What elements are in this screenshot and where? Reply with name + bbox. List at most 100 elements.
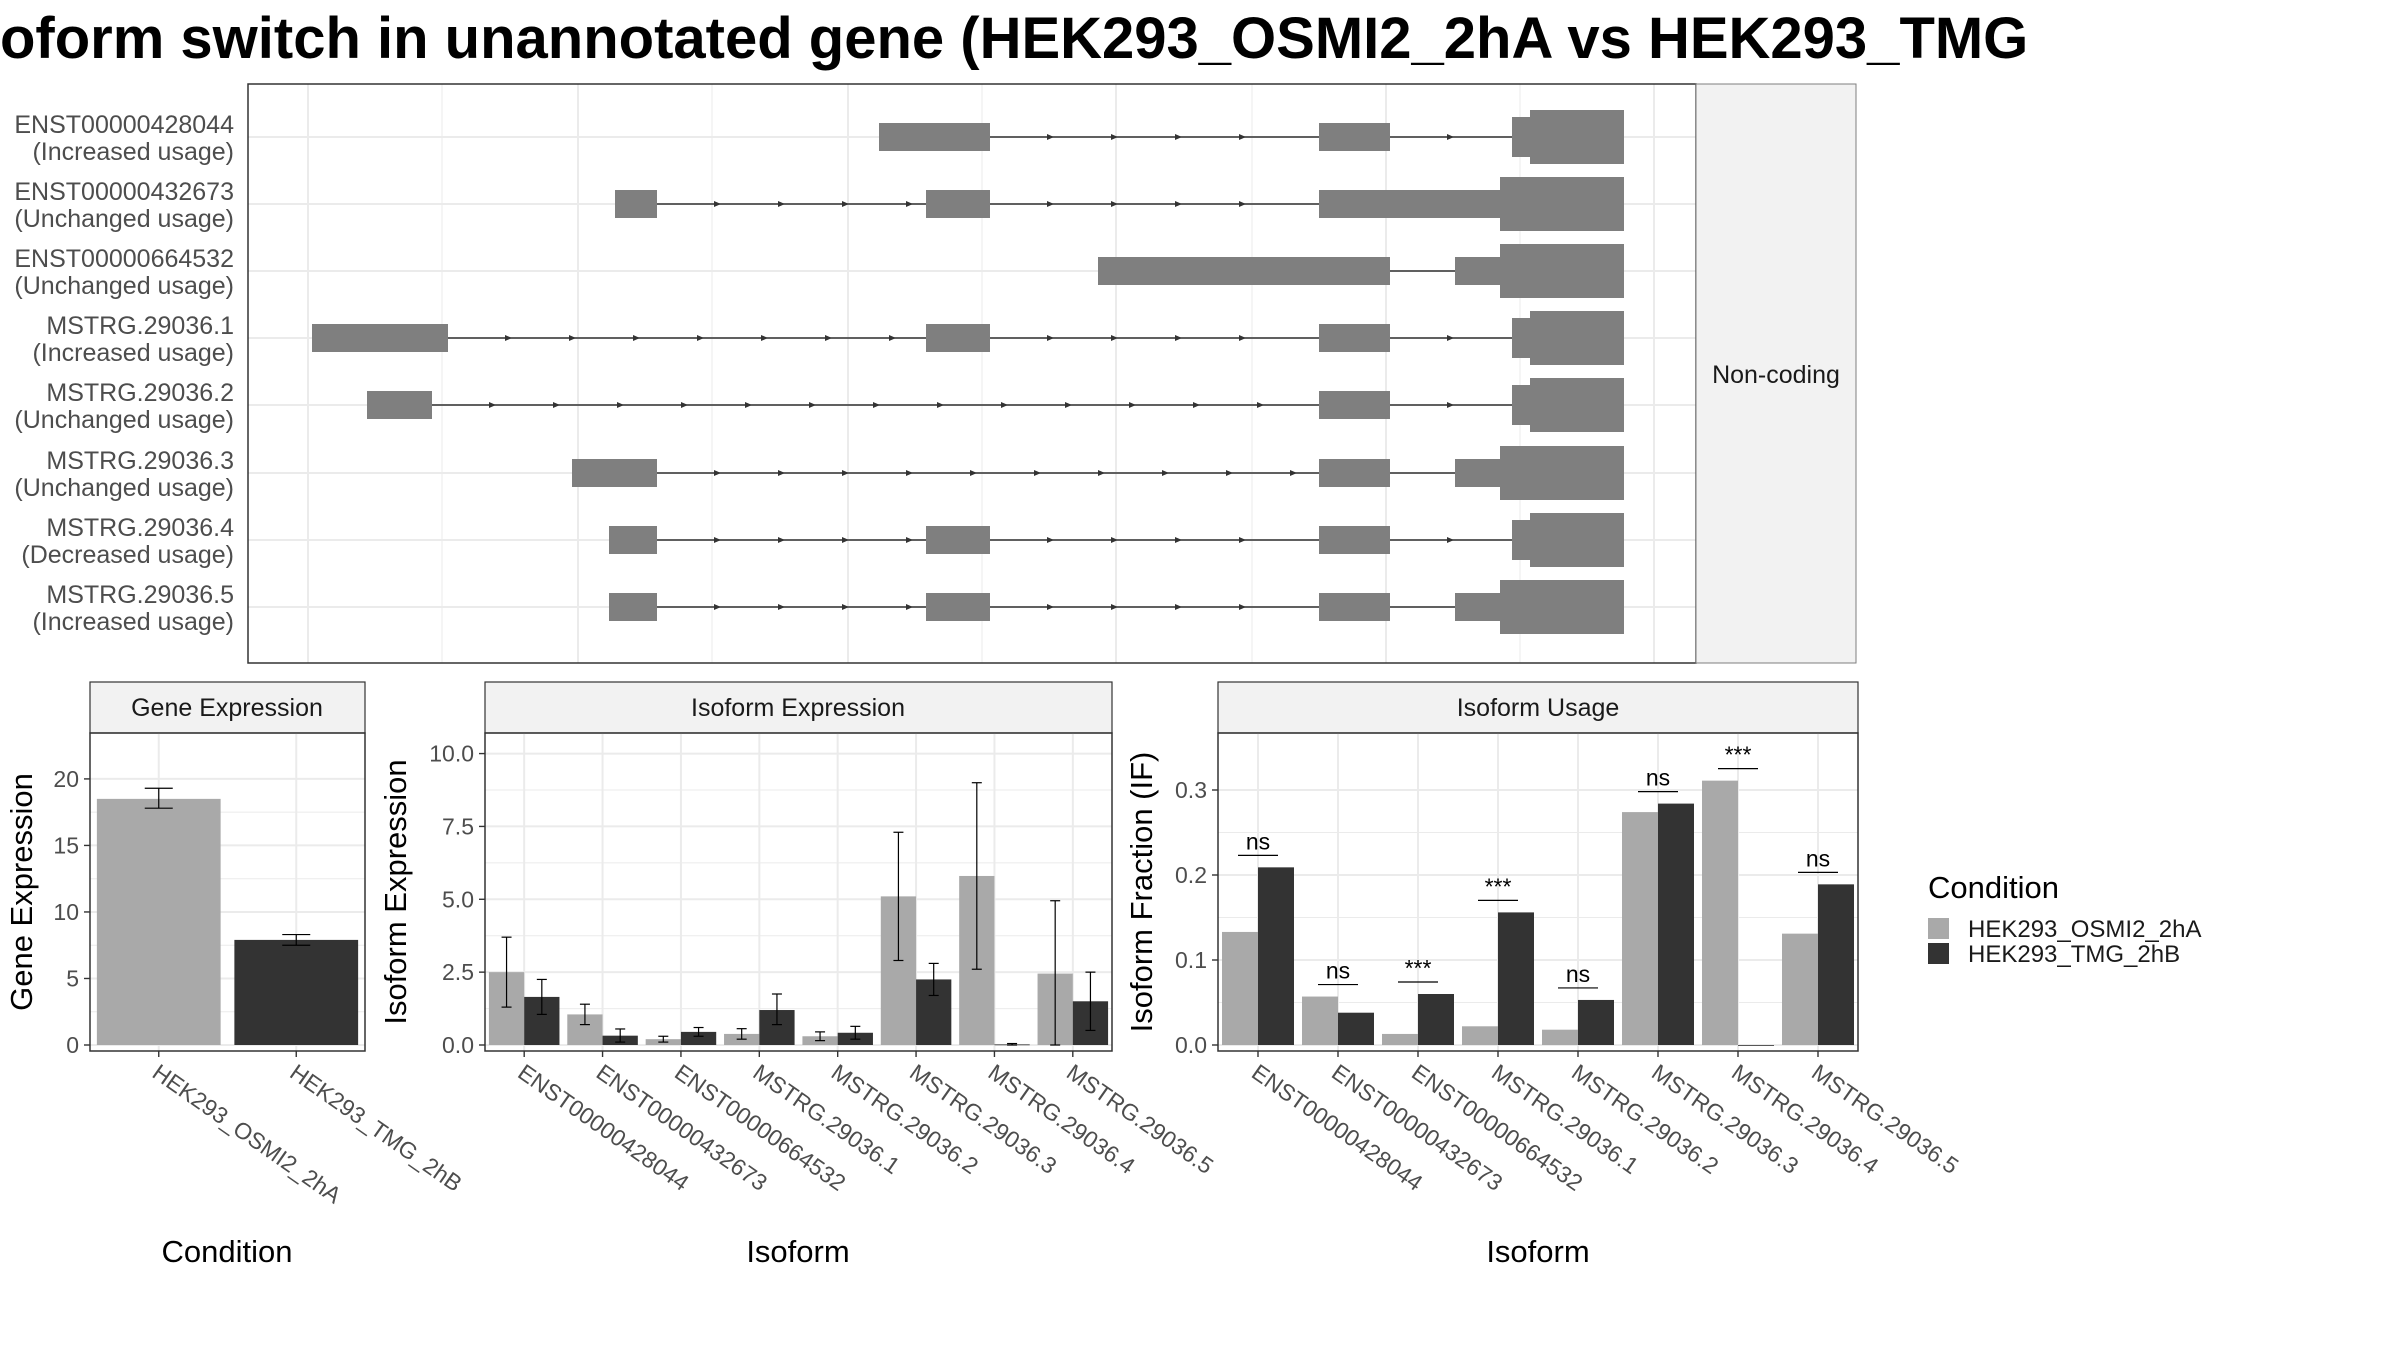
exon [1319,324,1390,352]
exon [615,190,657,218]
transcript-id: MSTRG.29036.1 [46,312,234,340]
intron-arrow [633,335,640,341]
exon [1530,513,1624,567]
isoform-usage-x-axis-title: Isoform [1486,1234,1589,1269]
exon [926,324,990,352]
isoform-expression-x-axis-title: Isoform [746,1234,849,1269]
transcript-id: MSTRG.29036.2 [46,379,234,407]
y-tick-label: 0.0 [442,1032,474,1058]
bar-mstrg-29036-1-cond1 [1462,1026,1498,1045]
bar-enst00000664532-cond2 [1418,994,1454,1045]
transcript-model-enst00000428044 [879,110,1624,164]
bar-mstrg-29036-5-cond2 [1818,884,1854,1045]
transcript-status: (Unchanged usage) [14,272,234,300]
legend-swatch-cond1 [1928,918,1949,939]
exon [1455,593,1500,621]
transcript-model-mstrg-29036-2 [367,378,1624,432]
y-tick-label: 15 [53,832,79,858]
exon [609,526,657,554]
bar-hek293-osmi2-2ha [96,798,221,1045]
intron-arrow [778,604,785,610]
intron-arrow [1447,335,1454,341]
transcript-model-mstrg-29036-5 [609,580,1624,634]
intron-arrow [1175,201,1182,207]
intron-arrow [714,470,721,476]
transcript-structure-panel: Non-coding ENST00000428044 (Increased usa… [14,83,1857,664]
transcript-status: (Unchanged usage) [14,205,234,233]
bar-enst00000664532-cond2 [680,1031,717,1045]
intron-arrow [1239,201,1246,207]
exon [609,593,657,621]
intron-arrow [1111,537,1118,543]
exon [367,391,432,419]
intron-arrow [1239,604,1246,610]
exon [1512,117,1530,157]
intron-arrow [761,335,768,341]
intron-arrow [714,201,721,207]
intron-arrow [1098,470,1105,476]
intron-arrow [842,537,849,543]
transcript-label-mstrg-29036-5: MSTRG.29036.5 (Increased usage) [32,581,234,636]
intron-arrow [778,470,785,476]
bar-mstrg-29036-1-cond2 [1498,912,1534,1045]
transcript-status: (Unchanged usage) [14,474,234,502]
transcript-label-enst00000664532: ENST00000664532 (Unchanged usage) [14,245,234,300]
intron-arrow [825,335,832,341]
exon [1319,593,1390,621]
exon [1319,391,1390,419]
intron-arrow [1065,402,1072,408]
intron-arrow [1111,335,1118,341]
intron-arrow [1447,402,1454,408]
significance-label: *** [1405,955,1432,981]
bar-mstrg-29036-2-cond2 [1578,999,1614,1045]
exon [926,526,990,554]
intron-arrow [1047,537,1054,543]
transcript-label-enst00000432673: ENST00000432673 (Unchanged usage) [14,178,234,233]
bar-mstrg-29036-3-cond1 [1622,812,1658,1045]
exon [1098,257,1390,285]
intron-arrow [1047,134,1054,140]
legend-label-cond1: HEK293_OSMI2_2hA [1968,916,2201,943]
transcript-id: MSTRG.29036.3 [46,447,234,475]
transcript-model-mstrg-29036-3 [572,446,1624,500]
transcript-label-mstrg-29036-3: MSTRG.29036.3 (Unchanged usage) [14,447,234,502]
bar-enst00000428044-cond1 [1222,931,1258,1045]
exon [1530,311,1624,365]
intron-arrow [505,335,512,341]
transcript-model-mstrg-29036-4 [609,513,1624,567]
bar-mstrg-29036-4-cond1 [1702,780,1738,1045]
bar-enst00000428044-cond2 [1258,867,1294,1045]
intron-arrow [1034,470,1041,476]
y-tick-label: 2.5 [442,959,474,985]
gene-expression-strip [89,681,366,734]
y-tick-label: 5 [66,965,79,991]
intron-arrow [1290,470,1297,476]
bar-mstrg-29036-5-cond1 [1782,933,1818,1045]
intron-arrow [489,402,496,408]
exon [1319,123,1390,151]
intron-arrow [1047,201,1054,207]
bar-enst00000432673-cond1 [1302,996,1338,1045]
intron-arrow [889,335,896,341]
exon [1319,526,1390,554]
intron-arrow [906,604,913,610]
y-tick-label: 0.2 [1175,862,1207,888]
intron-arrow [842,604,849,610]
intron-arrow [553,402,560,408]
x-tick-label-mstrg-29036-2: MSTRG.29036.2 [1567,1059,1723,1179]
bar-mstrg-29036-4-cond2 [1738,1045,1774,1046]
intron-arrow [906,537,913,543]
transcript-id: ENST00000428044 [14,111,234,139]
intron-arrow [714,604,721,610]
condition-legend: Condition HEK293_OSMI2_2hA HEK293_TMG_2h… [1928,870,2201,968]
transcript-label-mstrg-29036-4: MSTRG.29036.4 (Decreased usage) [21,514,234,569]
exon [572,459,657,487]
x-tick-label-mstrg-29036-3: MSTRG.29036.3 [1647,1059,1803,1179]
isoform-usage-panel: Isoform Usage ns ns *** *** ns ns *** ns 0.0 0.1… [1124,681,1963,1269]
exon [1512,385,1530,425]
y-tick-label: 10.0 [429,741,474,767]
intron-arrow [569,335,576,341]
intron-arrow [937,402,944,408]
intron-arrow [1129,402,1136,408]
